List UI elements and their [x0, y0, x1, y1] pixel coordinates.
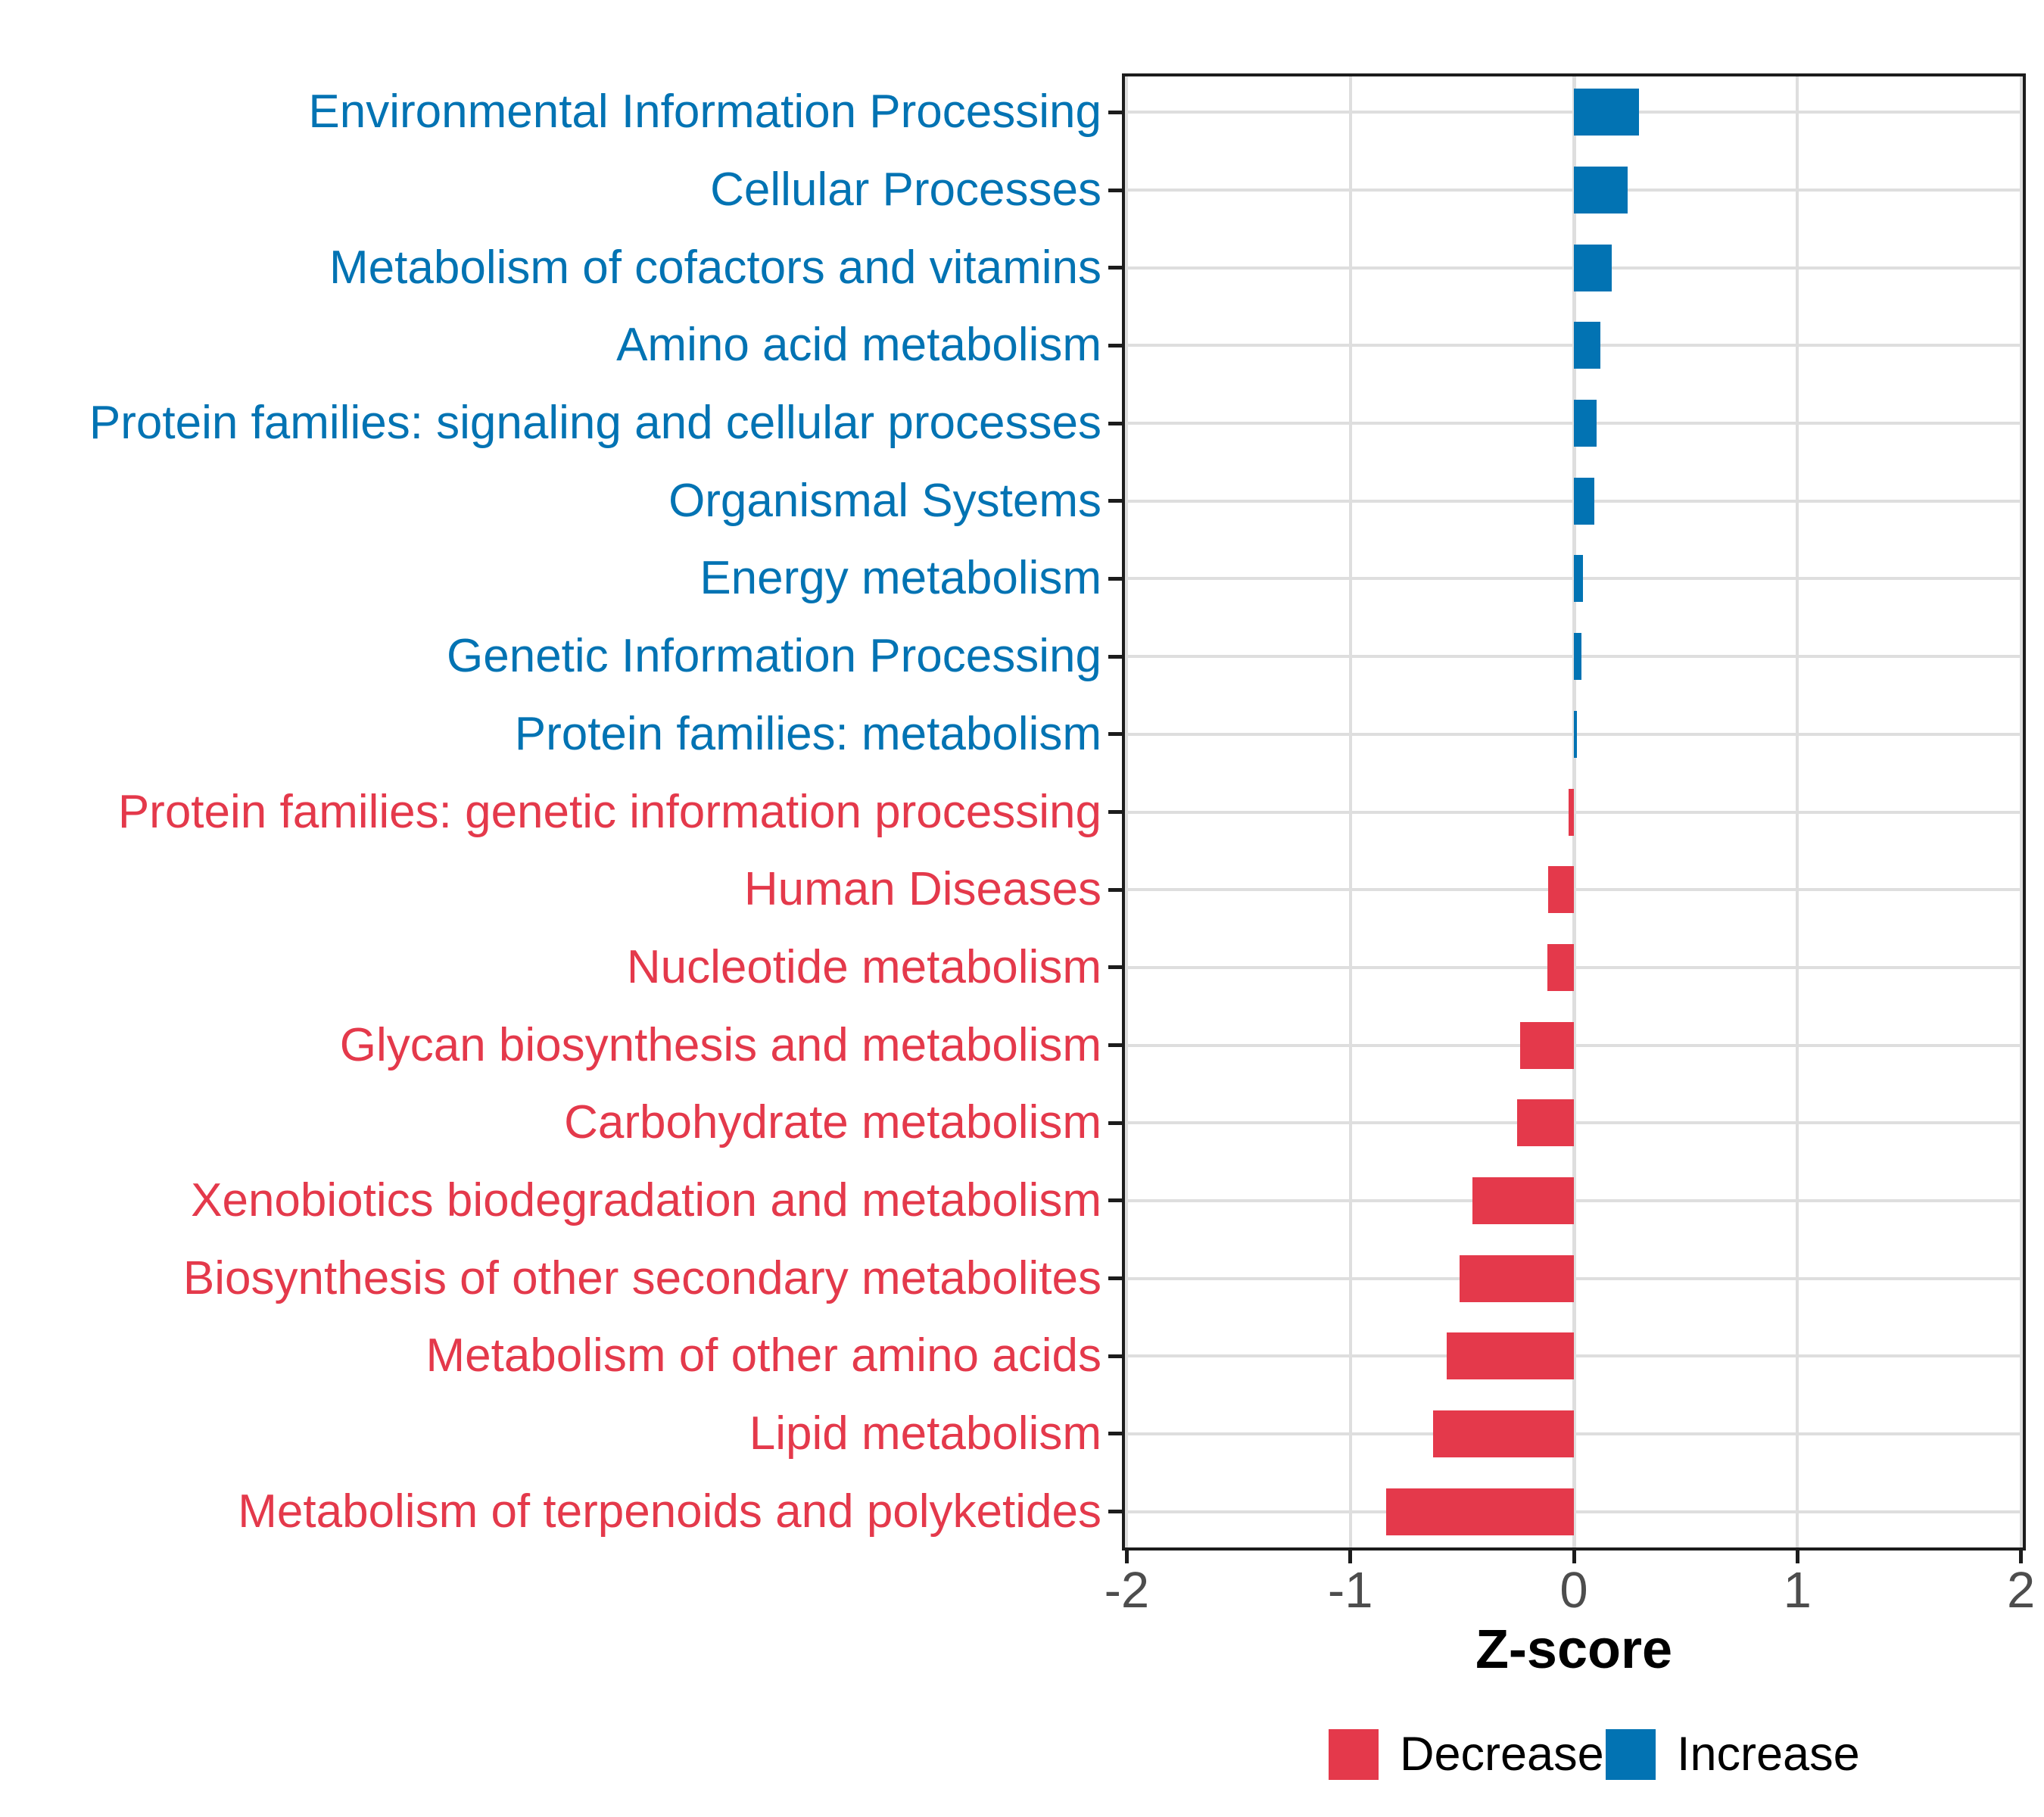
category-label: Metabolism of other amino acids	[425, 1329, 1101, 1382]
x-axis-tick	[1348, 1551, 1353, 1563]
y-axis-tick	[1108, 965, 1122, 970]
category-label: Cellular Processes	[710, 164, 1101, 217]
x-tick-label: -2	[1104, 1562, 1150, 1619]
bar	[1574, 477, 1594, 525]
bar	[1446, 1332, 1574, 1380]
legend-item-decrease: Decrease	[1329, 1729, 1604, 1780]
bar	[1568, 788, 1574, 836]
y-axis-tick	[1108, 887, 1122, 892]
category-label: Genetic Information Processing	[447, 630, 1101, 683]
plot-panel	[1122, 73, 2026, 1551]
y-axis-tick	[1108, 188, 1122, 192]
legend-item-increase: Increase	[1606, 1729, 1860, 1780]
category-label: Energy metabolism	[700, 552, 1101, 605]
category-label: Human Diseases	[743, 863, 1101, 916]
bar	[1574, 167, 1628, 214]
x-axis-tick	[2019, 1551, 2024, 1563]
category-label: Protein families: signaling and cellular…	[89, 397, 1101, 450]
y-axis-tick	[1108, 499, 1122, 503]
y-axis-tick	[1108, 110, 1122, 114]
category-label: Amino acid metabolism	[616, 319, 1101, 372]
category-label: Carbohydrate metabolism	[564, 1096, 1101, 1149]
y-axis-tick	[1108, 732, 1122, 737]
x-axis-tick	[1124, 1551, 1129, 1563]
bar	[1574, 322, 1601, 369]
legend-label-decrease: Decrease	[1400, 1728, 1604, 1781]
x-tick-label: -1	[1327, 1562, 1373, 1619]
legend-swatch-decrease-icon	[1329, 1729, 1379, 1780]
category-label: Xenobiotics biodegradation and metabolis…	[191, 1173, 1101, 1226]
category-label: Biosynthesis of other secondary metaboli…	[182, 1251, 1101, 1304]
y-axis-tick	[1108, 266, 1122, 270]
y-axis-tick	[1108, 421, 1122, 425]
category-label: Organismal Systems	[668, 474, 1101, 527]
bar	[1547, 943, 1574, 991]
gridline-x	[2019, 73, 2023, 1551]
category-label: Protein families: metabolism	[514, 707, 1101, 760]
category-label: Lipid metabolism	[749, 1407, 1101, 1460]
y-axis-tick	[1108, 1120, 1122, 1125]
category-label: Glycan biosynthesis and metabolism	[339, 1018, 1101, 1071]
legend-label-increase: Increase	[1677, 1728, 1860, 1781]
y-axis-tick	[1108, 343, 1122, 348]
x-axis-title: Z-score	[1475, 1619, 1673, 1680]
bar	[1385, 1488, 1574, 1535]
bar	[1548, 866, 1574, 914]
y-axis-tick	[1108, 1198, 1122, 1203]
gridline-x	[1572, 73, 1576, 1551]
y-axis-tick	[1108, 1510, 1122, 1514]
bar	[1574, 244, 1612, 291]
gridline-x	[1125, 73, 1129, 1551]
y-axis-tick	[1108, 1432, 1122, 1436]
bar	[1574, 710, 1578, 758]
bar	[1432, 1410, 1574, 1457]
y-axis-tick	[1108, 1043, 1122, 1048]
category-label: Metabolism of cofactors and vitamins	[329, 241, 1101, 294]
gridline-x	[1796, 73, 1799, 1551]
y-axis-tick	[1108, 810, 1122, 814]
y-axis-tick	[1108, 654, 1122, 659]
y-axis-tick	[1108, 1354, 1122, 1358]
legend-swatch-increase-icon	[1606, 1729, 1656, 1780]
bar	[1574, 633, 1582, 681]
bar	[1472, 1177, 1574, 1224]
x-tick-label: 2	[2006, 1562, 2036, 1619]
category-label: Nucleotide metabolism	[626, 940, 1101, 993]
y-axis-tick	[1108, 1276, 1122, 1281]
bar	[1516, 1099, 1574, 1147]
gridline-x	[1348, 73, 1352, 1551]
bar	[1574, 555, 1583, 603]
bar	[1574, 400, 1597, 447]
category-label: Protein families: genetic information pr…	[117, 785, 1101, 838]
x-tick-label: 1	[1783, 1562, 1812, 1619]
x-axis-tick	[1795, 1551, 1799, 1563]
y-axis-tick	[1108, 576, 1122, 581]
x-axis-tick	[1572, 1551, 1576, 1563]
bar	[1460, 1254, 1574, 1302]
bar	[1574, 89, 1639, 136]
category-label: Metabolism of terpenoids and polyketides	[238, 1485, 1101, 1538]
category-label: Environmental Information Processing	[308, 86, 1101, 139]
x-tick-label: 0	[1559, 1562, 1588, 1619]
bar	[1520, 1021, 1574, 1069]
